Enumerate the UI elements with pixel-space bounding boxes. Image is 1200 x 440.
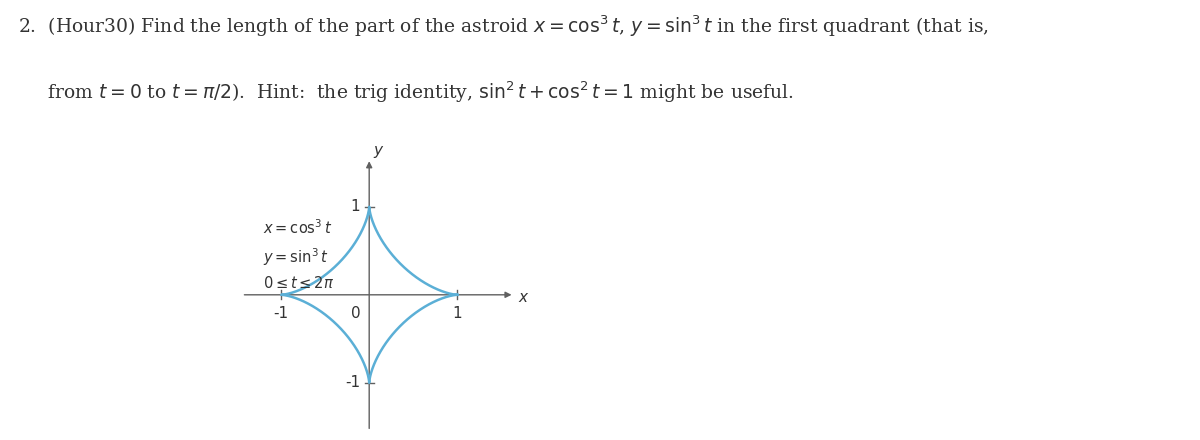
Text: 2.  (Hour30) Find the length of the part of the astroid $x = \cos^3 t$, $y = \si: 2. (Hour30) Find the length of the part … (18, 13, 989, 39)
Text: 1: 1 (452, 306, 462, 321)
Text: 1: 1 (350, 199, 360, 214)
Text: x: x (518, 290, 528, 305)
Text: -1: -1 (346, 375, 360, 390)
Text: -1: -1 (274, 306, 289, 321)
Text: from $t = 0$ to $t = \pi/2$).  Hint:  the trig identity, $\sin^2 t + \cos^2 t = : from $t = 0$ to $t = \pi/2$). Hint: the … (18, 79, 794, 105)
Text: 0: 0 (350, 306, 360, 321)
Text: y: y (373, 143, 383, 158)
Text: $x = \cos^3 t$
$y = \sin^3 t$
$0 \leq t \leq 2\pi$: $x = \cos^3 t$ $y = \sin^3 t$ $0 \leq t … (264, 218, 335, 291)
